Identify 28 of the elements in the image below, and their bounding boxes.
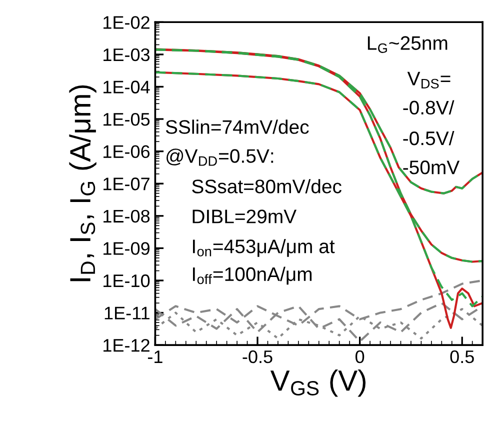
y-tick-label: 1E-08 <box>104 210 150 223</box>
y-tick-label: 1E-09 <box>104 242 150 255</box>
x-tick-label: -1 <box>148 350 162 364</box>
annotation: I$_{on}$=453μA/μm at <box>193 239 335 257</box>
annotation: DIBL=29mV <box>192 210 297 224</box>
x-tick-label: -0.5 <box>242 350 272 364</box>
y-tick-label: 1E-10 <box>104 274 150 288</box>
annotation: SSlin=74mV/dec <box>166 120 309 134</box>
y-tick-label: 1E-06 <box>104 145 150 158</box>
y-tick-label: 1E-03 <box>104 48 150 62</box>
y-tick-label: 1E-12 <box>104 338 150 352</box>
annotation: I$_{off}$=100nA/μm <box>193 266 312 285</box>
annotation: SSsat=80mV/dec <box>192 179 342 194</box>
y-tick-label: 1E-07 <box>104 178 150 190</box>
annotation: -50mV <box>403 160 460 174</box>
y-tick-label: 1E-11 <box>104 306 150 320</box>
annotation: -0.5V/ <box>403 130 454 146</box>
y-axis-title: I$_{D}$, I$_{S}$, I$_{G}$ (A/μm) <box>69 85 96 282</box>
x-axis-title: V$_{GS}$ (V) <box>270 370 366 397</box>
annotation: L$_{G}$~25nm <box>368 36 448 53</box>
annotation: @V$_{DD}$=0.5V: <box>166 148 274 166</box>
annotation: -0.8V/ <box>403 100 454 115</box>
x-tick-label: 0 <box>355 350 364 364</box>
x-tick-label: 0.5 <box>450 350 474 364</box>
y-tick-label: 1E-02 <box>104 16 150 29</box>
annotation: V$_{DS}$= <box>407 72 450 88</box>
y-tick-label: 1E-04 <box>104 80 150 94</box>
y-tick-label: 1E-05 <box>104 112 150 126</box>
